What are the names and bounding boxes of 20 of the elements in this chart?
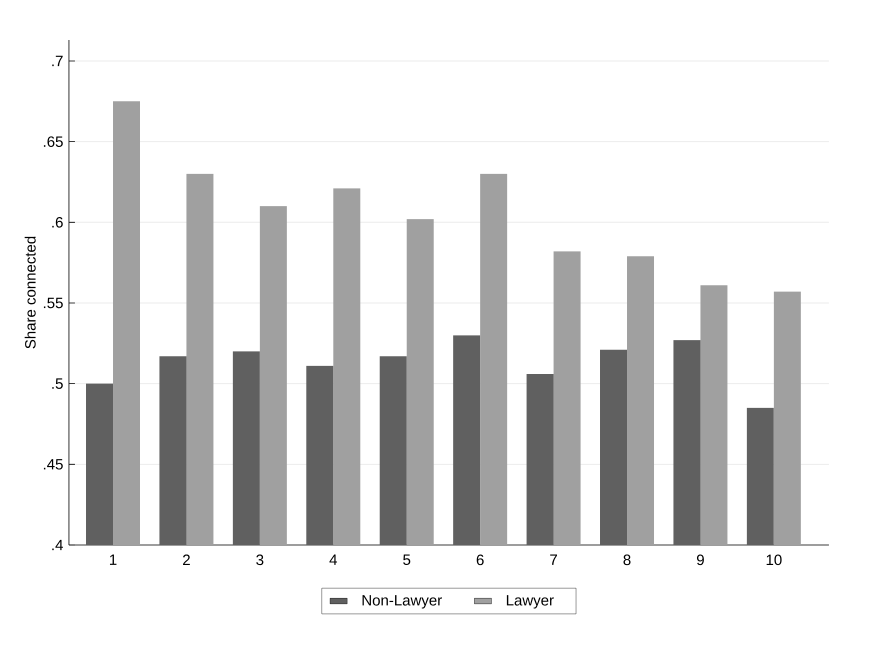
- y-tick-label: .55: [44, 298, 63, 308]
- x-tick-label: 10: [766, 554, 782, 566]
- x-tick-label: 1: [110, 554, 116, 565]
- x-tick-label: 2: [183, 554, 190, 565]
- y-tick-label: .4: [52, 540, 63, 550]
- y-tick-label: .65: [44, 136, 63, 147]
- legend-label: Lawyer: [506, 595, 554, 609]
- x-tick-label: 7: [550, 554, 557, 565]
- x-tick-label: 5: [403, 554, 410, 565]
- legend-label: Non-Lawyer: [362, 595, 442, 609]
- y-tick-label: .7: [52, 56, 63, 66]
- x-tick-label: 6: [476, 554, 484, 566]
- y-tick-label: .5: [52, 378, 63, 389]
- y-tick-label: .6: [52, 216, 63, 228]
- y-tick-label: .45: [44, 459, 63, 470]
- x-tick-label: 8: [624, 554, 631, 566]
- y-axis-title: Share connected: [24, 236, 36, 349]
- x-tick-label: 4: [329, 554, 338, 565]
- x-tick-label: 9: [696, 554, 704, 566]
- x-tick-label: 3: [256, 554, 264, 566]
